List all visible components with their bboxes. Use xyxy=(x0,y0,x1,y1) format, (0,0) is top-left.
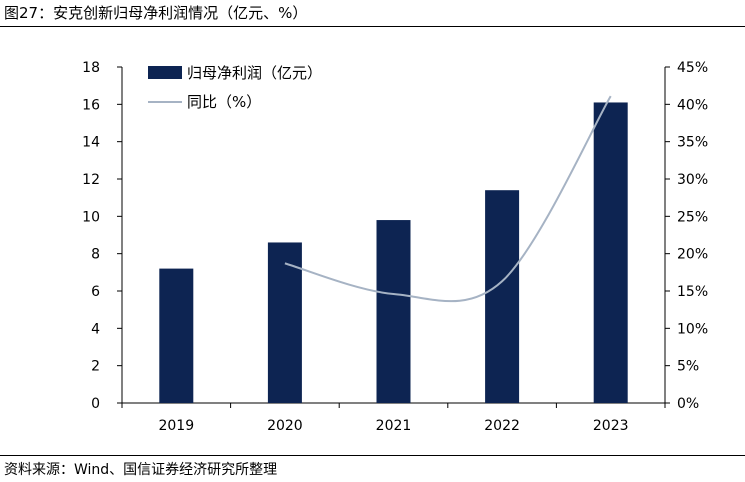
x-tick-label: 2021 xyxy=(376,418,412,434)
y-right-tick-label: 20% xyxy=(677,247,708,263)
legend-label-line: 同比（%） xyxy=(187,93,261,111)
y-left-tick-label: 4 xyxy=(91,321,100,337)
x-tick-label: 2022 xyxy=(484,418,520,434)
y-left-tick-label: 18 xyxy=(82,60,100,76)
source-note: 资料来源：Wind、国信证券经济研究所整理 xyxy=(4,462,278,478)
y-left-tick-label: 12 xyxy=(82,172,100,188)
y-left-tick-label: 2 xyxy=(91,359,100,375)
y-left-tick-label: 6 xyxy=(91,284,100,300)
source-divider xyxy=(0,455,745,456)
y-right-tick-label: 45% xyxy=(677,60,708,76)
bar-2023 xyxy=(593,102,628,403)
y-left-tick-label: 10 xyxy=(82,209,100,225)
y-left-tick-label: 0 xyxy=(91,396,100,412)
y-right-tick-label: 40% xyxy=(677,97,708,113)
y-right-tick-label: 35% xyxy=(677,135,708,151)
title-divider xyxy=(0,26,745,27)
y-right-tick-label: 0% xyxy=(677,396,699,412)
y-right-tick-label: 15% xyxy=(677,284,708,300)
y-right-tick-label: 10% xyxy=(677,321,708,337)
x-tick-label: 2023 xyxy=(593,418,629,434)
bar-series xyxy=(159,102,628,403)
growth-line xyxy=(284,95,612,303)
y-right-tick-label: 25% xyxy=(677,209,708,225)
legend-label-bar: 归母净利润（亿元） xyxy=(187,64,322,82)
bar-2022 xyxy=(485,190,520,403)
bar-2019 xyxy=(159,268,194,403)
y-right-tick-label: 30% xyxy=(677,172,708,188)
axes: 0 2 4 6 8 10 12 14 16 18 0% 5% 10% 15% 20% 25% 30% 35% 40%… xyxy=(82,60,708,434)
x-tick-label: 2019 xyxy=(158,418,194,434)
line-series xyxy=(284,95,612,303)
y-right-tick-label: 5% xyxy=(677,359,699,375)
bar-2021 xyxy=(376,220,411,403)
x-tick-label: 2020 xyxy=(267,418,303,434)
y-left-tick-label: 16 xyxy=(82,97,100,113)
y-left-tick-label: 14 xyxy=(82,135,100,151)
legend: 归母净利润（亿元） 同比（%） xyxy=(148,64,322,111)
bar-2020 xyxy=(267,242,302,403)
y-left-tick-label: 8 xyxy=(91,247,100,263)
legend-swatch-bar xyxy=(148,66,182,79)
figure-title: 图27：安克创新归母净利润情况（亿元、%） xyxy=(4,4,308,22)
